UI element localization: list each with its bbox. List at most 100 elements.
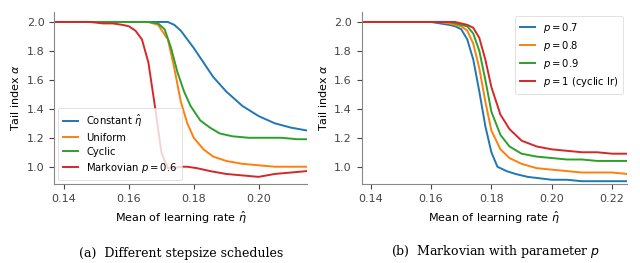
$p = 1$ (cyclic lr) — [445, 21, 453, 24]
Constant $\hat{\eta}$ — [271, 122, 278, 125]
$p = 0.7$ — [445, 23, 453, 27]
Cyclic — [51, 21, 58, 24]
Markovian $p = 0.6$ — [138, 38, 146, 41]
$p = 0.8$ — [481, 100, 489, 103]
$p = 0.9$ — [469, 32, 477, 35]
Markovian $p = 0.6$ — [239, 174, 246, 177]
$p = 0.8$ — [427, 21, 435, 24]
$p = 0.8$ — [412, 21, 420, 24]
Markovian $p = 0.6$ — [132, 29, 140, 32]
Cyclic — [161, 28, 168, 31]
$p = 1$ (cyclic lr) — [623, 152, 631, 155]
Markovian $p = 0.6$ — [193, 166, 201, 170]
Constant $\hat{\eta}$ — [200, 61, 207, 64]
Markovian $p = 0.6$ — [164, 166, 172, 170]
Line: Cyclic: Cyclic — [54, 22, 307, 139]
$p = 0.9$ — [358, 21, 365, 24]
Uniform — [154, 23, 162, 27]
$p = 0.8$ — [458, 25, 465, 28]
Uniform — [190, 136, 198, 139]
$p = 0.9$ — [476, 49, 483, 53]
Uniform — [170, 67, 178, 70]
Uniform — [93, 21, 100, 24]
Uniform — [51, 21, 58, 24]
X-axis label: Mean of learning rate $\hat{\eta}$: Mean of learning rate $\hat{\eta}$ — [115, 209, 247, 226]
$p = 0.8$ — [506, 156, 513, 160]
Uniform — [271, 165, 278, 168]
$p = 1$ (cyclic lr) — [593, 151, 601, 154]
$p = 0.8$ — [497, 148, 504, 151]
$p = 0.8$ — [578, 171, 586, 174]
Constant $\hat{\eta}$ — [141, 21, 149, 24]
Cyclic — [154, 22, 162, 25]
$p = 0.7$ — [548, 178, 556, 181]
Constant $\hat{\eta}$ — [170, 23, 178, 27]
Uniform — [184, 122, 191, 125]
X-axis label: Mean of learning rate $\hat{\eta}$: Mean of learning rate $\hat{\eta}$ — [428, 209, 561, 226]
Line: Constant $\hat{\eta}$: Constant $\hat{\eta}$ — [54, 22, 307, 130]
Cyclic — [180, 90, 188, 93]
Line: $p = 0.7$: $p = 0.7$ — [362, 22, 627, 181]
$p = 0.7$ — [476, 90, 483, 93]
$p = 0.9$ — [412, 21, 420, 24]
$p = 0.9$ — [563, 158, 571, 161]
Constant $\hat{\eta}$ — [303, 129, 311, 132]
Uniform — [200, 148, 207, 151]
Cyclic — [245, 136, 253, 139]
$p = 0.8$ — [608, 171, 616, 174]
Constant $\hat{\eta}$ — [177, 29, 184, 32]
Markovian $p = 0.6$ — [184, 165, 191, 168]
$p = 0.9$ — [518, 152, 525, 155]
$p = 1$ (cyclic lr) — [548, 148, 556, 151]
Line: $p = 0.9$: $p = 0.9$ — [362, 22, 627, 161]
$p = 1$ (cyclic lr) — [518, 139, 525, 142]
$p = 1$ (cyclic lr) — [397, 21, 404, 24]
Markovian $p = 0.6$ — [287, 171, 295, 174]
$p = 0.7$ — [436, 22, 444, 25]
Cyclic — [261, 136, 269, 139]
$p = 0.8$ — [476, 67, 483, 70]
Constant $\hat{\eta}$ — [222, 90, 230, 93]
$p = 1$ (cyclic lr) — [427, 21, 435, 24]
$p = 0.7$ — [608, 180, 616, 183]
$p = 0.9$ — [593, 159, 601, 163]
$p = 0.7$ — [427, 21, 435, 24]
Markovian $p = 0.6$ — [170, 166, 178, 170]
Cyclic — [167, 47, 175, 50]
Cyclic — [277, 136, 285, 139]
Line: Uniform: Uniform — [54, 22, 307, 167]
$p = 0.7$ — [397, 21, 404, 24]
$p = 0.8$ — [593, 171, 601, 174]
Line: $p = 0.8$: $p = 0.8$ — [362, 22, 627, 174]
Cyclic — [294, 138, 301, 141]
$p = 1$ (cyclic lr) — [463, 23, 471, 27]
Markovian $p = 0.6$ — [99, 22, 107, 25]
Markovian $p = 0.6$ — [118, 23, 126, 27]
Cyclic — [206, 126, 214, 129]
Constant $\hat{\eta}$ — [164, 21, 172, 24]
Constant $\hat{\eta}$ — [239, 104, 246, 108]
$p = 0.9$ — [623, 159, 631, 163]
Uniform — [135, 21, 143, 24]
$p = 1$ (cyclic lr) — [436, 21, 444, 24]
$p = 0.7$ — [563, 178, 571, 181]
$p = 0.7$ — [358, 21, 365, 24]
$p = 0.8$ — [533, 166, 541, 170]
$p = 0.9$ — [427, 21, 435, 24]
$p = 0.9$ — [506, 145, 513, 148]
$p = 0.7$ — [458, 28, 465, 31]
Markovian $p = 0.6$ — [51, 21, 58, 24]
$p = 0.7$ — [412, 21, 420, 24]
$p = 0.7$ — [593, 180, 601, 183]
$p = 1$ (cyclic lr) — [476, 36, 483, 39]
$p = 1$ (cyclic lr) — [533, 145, 541, 148]
Cyclic — [303, 138, 311, 141]
Constant $\hat{\eta}$ — [109, 21, 116, 24]
$p = 0.7$ — [469, 58, 477, 61]
Cyclic — [93, 21, 100, 24]
Markovian $p = 0.6$ — [125, 25, 132, 28]
Cyclic — [216, 132, 223, 135]
Constant $\hat{\eta}$ — [209, 75, 217, 79]
Uniform — [145, 21, 152, 24]
$p = 0.8$ — [358, 21, 365, 24]
